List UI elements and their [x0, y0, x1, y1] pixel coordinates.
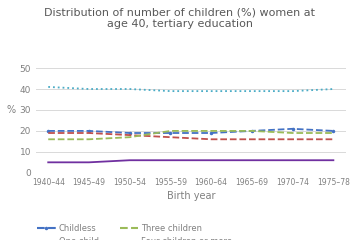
- Y-axis label: %: %: [7, 105, 16, 115]
- Text: Distribution of number of children (%) women at
age 40, tertiary education: Distribution of number of children (%) w…: [45, 7, 315, 29]
- Legend: Childless, One child, Two children, Three children, Four children or more: Childless, One child, Two children, Thre…: [34, 221, 236, 240]
- X-axis label: Birth year: Birth year: [167, 191, 215, 201]
